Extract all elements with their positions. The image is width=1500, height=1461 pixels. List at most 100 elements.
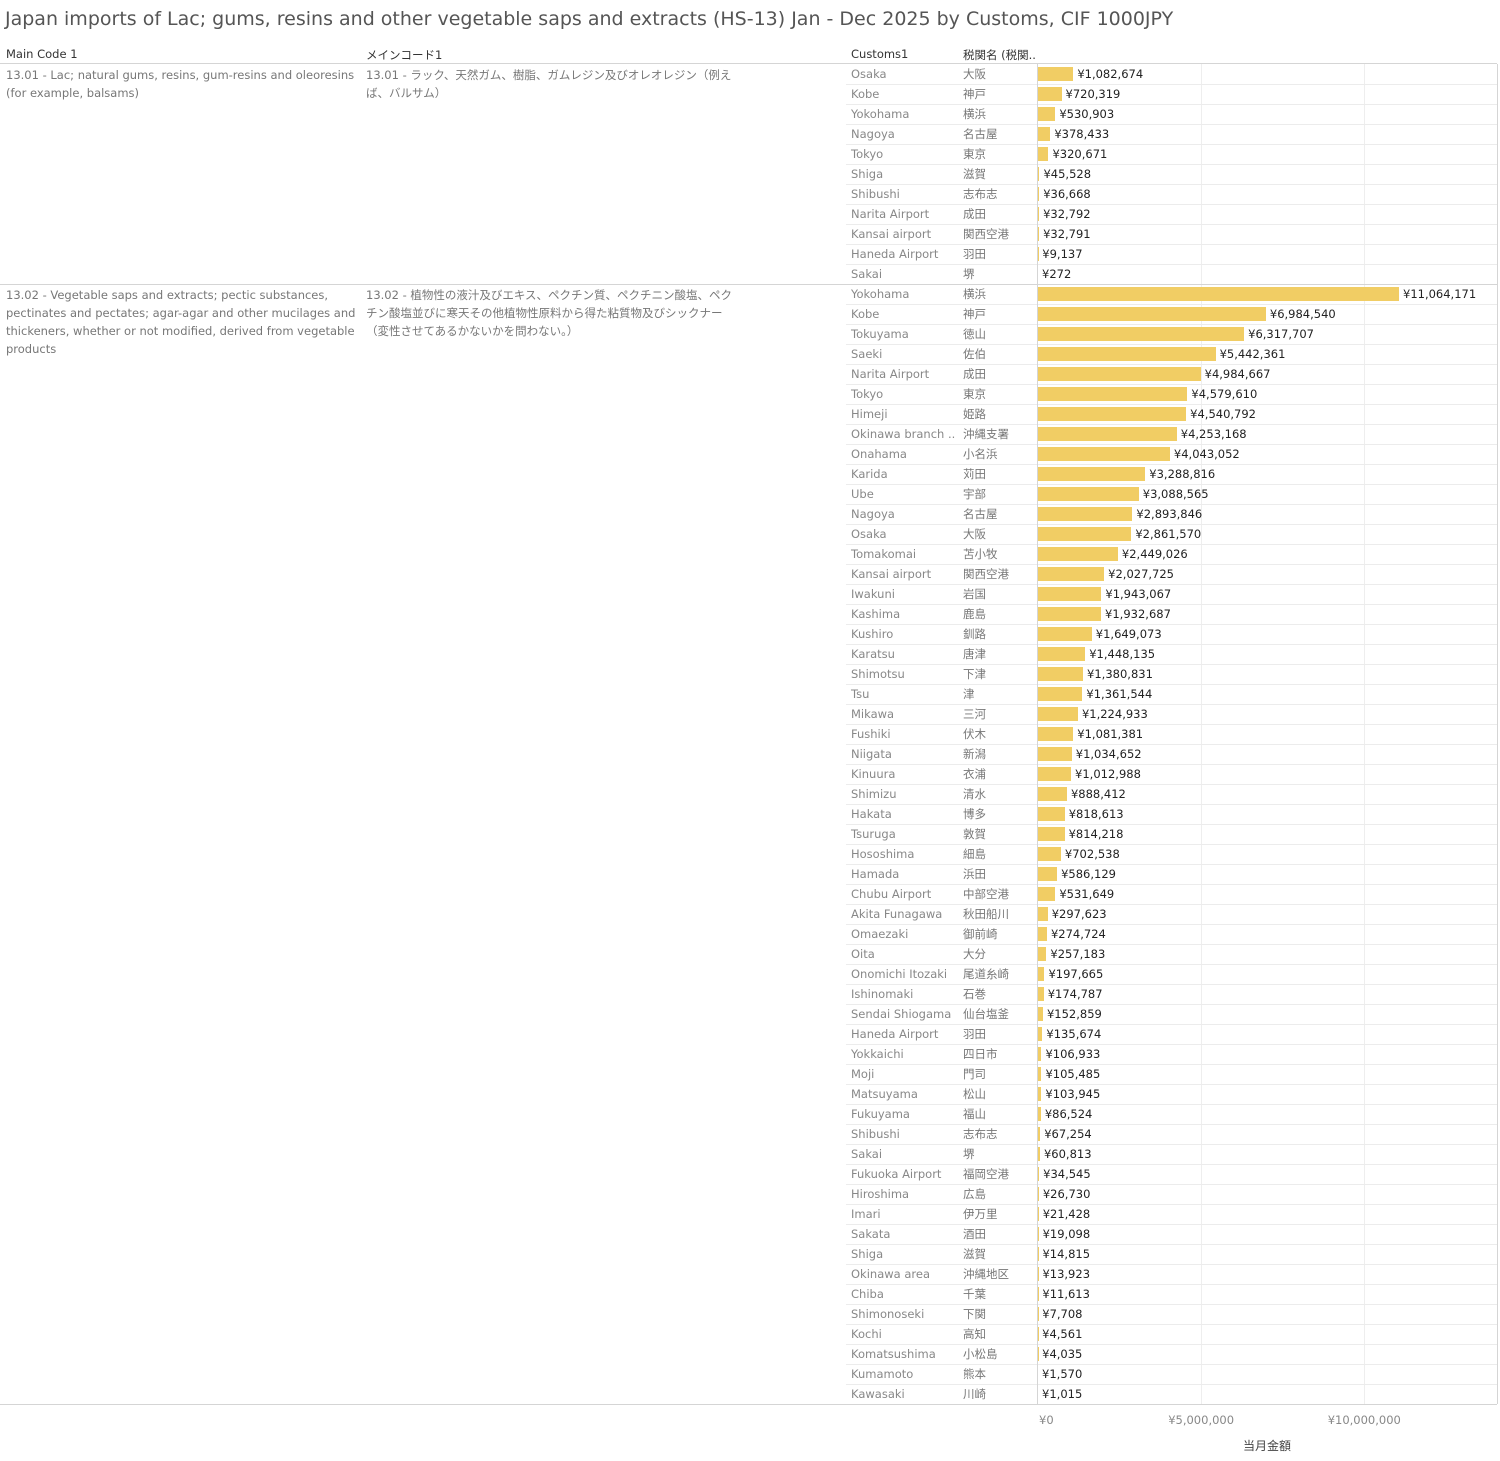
customs-name-jp[interactable]: 熊本	[963, 1367, 986, 1381]
customs-name-jp[interactable]: 成田	[963, 207, 986, 221]
customs-name-jp[interactable]: 唐津	[963, 647, 986, 661]
customs-name[interactable]: Hososhima	[851, 847, 915, 861]
customs-name-jp[interactable]: 広島	[963, 1187, 986, 1201]
bar[interactable]	[1038, 1127, 1041, 1141]
bar[interactable]	[1038, 627, 1092, 641]
bar[interactable]	[1038, 1107, 1041, 1121]
bar[interactable]	[1038, 987, 1044, 1001]
bar[interactable]	[1038, 287, 1399, 301]
customs-name[interactable]: Shiga	[851, 1247, 884, 1261]
customs-name[interactable]: Oita	[851, 947, 875, 961]
customs-name-jp[interactable]: 津	[963, 687, 975, 701]
bar[interactable]	[1038, 807, 1065, 821]
customs-name[interactable]: Haneda Airport	[851, 1027, 939, 1041]
bar[interactable]	[1038, 1227, 1039, 1241]
customs-name-jp[interactable]: 神戸	[963, 307, 986, 321]
customs-name[interactable]: Kochi	[851, 1327, 882, 1341]
customs-name-jp[interactable]: 東京	[963, 387, 986, 401]
customs-name[interactable]: Hakata	[851, 807, 892, 821]
customs-name-jp[interactable]: 衣浦	[963, 767, 986, 781]
customs-name[interactable]: Saeki	[851, 347, 883, 361]
customs-name[interactable]: Fushiki	[851, 727, 891, 741]
customs-name-jp[interactable]: 志布志	[963, 187, 998, 201]
customs-name-jp[interactable]: 御前崎	[963, 927, 998, 941]
customs-name-jp[interactable]: 伊万里	[963, 1207, 998, 1221]
customs-name-jp[interactable]: 石巻	[963, 987, 986, 1001]
customs-name[interactable]: Sakai	[851, 1147, 883, 1161]
customs-name[interactable]: Nagoya	[851, 507, 895, 521]
customs-name[interactable]: Niigata	[851, 747, 892, 761]
customs-name-jp[interactable]: 佐伯	[963, 347, 986, 361]
customs-name[interactable]: Akita Funagawa	[851, 907, 943, 921]
bar[interactable]	[1038, 707, 1078, 721]
customs-name-jp[interactable]: 松山	[963, 1087, 986, 1101]
bar[interactable]	[1038, 87, 1062, 101]
customs-name[interactable]: Mikawa	[851, 707, 895, 721]
customs-name[interactable]: Moji	[851, 1067, 875, 1081]
customs-name-jp[interactable]: 羽田	[963, 1027, 986, 1041]
bar[interactable]	[1038, 327, 1245, 341]
customs-name-jp[interactable]: 岩国	[963, 587, 986, 601]
customs-name[interactable]: Sakai	[851, 267, 883, 281]
customs-name-jp[interactable]: 横浜	[963, 287, 986, 301]
bar[interactable]	[1038, 527, 1132, 541]
bar[interactable]	[1038, 1087, 1042, 1101]
customs-name-jp[interactable]: 横浜	[963, 107, 986, 121]
customs-name-jp[interactable]: 三河	[963, 707, 986, 721]
bar[interactable]	[1038, 1187, 1039, 1201]
bar[interactable]	[1038, 547, 1118, 561]
bar[interactable]	[1038, 587, 1102, 601]
bar[interactable]	[1038, 787, 1067, 801]
customs-name-jp[interactable]: 姫路	[963, 407, 986, 421]
bar[interactable]	[1038, 407, 1187, 421]
customs-name[interactable]: Imari	[851, 1207, 881, 1221]
customs-name[interactable]: Fukuoka Airport	[851, 1167, 942, 1181]
customs-name-jp[interactable]: 千葉	[963, 1287, 986, 1301]
customs-name-jp[interactable]: 小名浜	[963, 447, 998, 461]
customs-name[interactable]: Tsu	[851, 687, 870, 701]
customs-name[interactable]: Hamada	[851, 867, 900, 881]
bar[interactable]	[1038, 1207, 1039, 1221]
bar[interactable]	[1038, 427, 1177, 441]
customs-name-jp[interactable]: 釧路	[963, 627, 986, 641]
bar[interactable]	[1038, 767, 1072, 781]
bar[interactable]	[1038, 647, 1086, 661]
bar[interactable]	[1038, 887, 1056, 901]
bar[interactable]	[1038, 947, 1047, 961]
customs-name-jp[interactable]: 酒田	[963, 1227, 986, 1241]
customs-name[interactable]: Omaezaki	[851, 927, 909, 941]
customs-name[interactable]: Chiba	[851, 1287, 884, 1301]
group-code-label-jp[interactable]: 13.02 - 植物性の液汁及びエキス、ペクチン質、ペクチニン酸塩、ペクチン酸塩…	[366, 288, 733, 338]
bar[interactable]	[1038, 567, 1105, 581]
customs-name[interactable]: Yokohama	[851, 287, 910, 301]
customs-name-jp[interactable]: 福山	[963, 1107, 986, 1121]
customs-name-jp[interactable]: 神戸	[963, 87, 986, 101]
customs-name[interactable]: Ube	[851, 487, 874, 501]
customs-name-jp[interactable]: 敦賀	[963, 827, 986, 841]
customs-name[interactable]: Shibushi	[851, 1127, 900, 1141]
bar[interactable]	[1038, 147, 1049, 161]
customs-name[interactable]: Onomichi Itozaki	[851, 967, 948, 981]
customs-name[interactable]: Sakata	[851, 1227, 891, 1241]
customs-name[interactable]: Tokuyama	[851, 327, 909, 341]
bar[interactable]	[1038, 747, 1072, 761]
bar[interactable]	[1038, 1047, 1042, 1061]
customs-name[interactable]: Sendai Shiogama	[851, 1007, 952, 1021]
customs-name[interactable]: Kansai airport	[851, 227, 932, 241]
bar[interactable]	[1038, 1007, 1043, 1021]
group-code-label-jp[interactable]: 13.01 - ラック、天然ガム、樹脂、ガムレジン及びオレオレジン（例えば、バル…	[366, 68, 732, 100]
customs-name-jp[interactable]: 中部空港	[963, 887, 1009, 901]
customs-name-jp[interactable]: 細島	[963, 847, 986, 861]
bar[interactable]	[1038, 167, 1040, 181]
customs-name-jp[interactable]: 宇部	[963, 487, 986, 501]
customs-name-jp[interactable]: 苅田	[963, 467, 986, 481]
bar[interactable]	[1038, 1067, 1042, 1081]
customs-name[interactable]: Osaka	[851, 67, 887, 81]
customs-name-jp[interactable]: 滋賀	[963, 167, 986, 181]
customs-name-jp[interactable]: 高知	[963, 1327, 986, 1341]
bar[interactable]	[1038, 507, 1133, 521]
group-code-label[interactable]: 13.01 - Lac; natural gums, resins, gum-r…	[6, 68, 355, 100]
customs-name[interactable]: Nagoya	[851, 127, 895, 141]
customs-name[interactable]: Narita Airport	[851, 367, 930, 381]
customs-name[interactable]: Osaka	[851, 527, 887, 541]
